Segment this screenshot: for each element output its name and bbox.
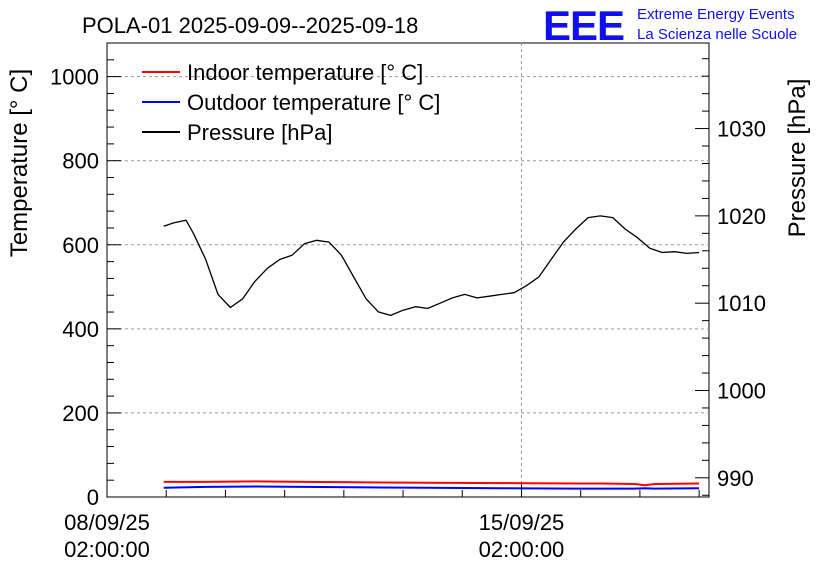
right-tick-label: 1000: [717, 378, 766, 403]
indoor-temperature-line: [163, 480, 700, 487]
legend: Indoor temperature [° C] Outdoor tempera…: [142, 60, 440, 145]
outdoor-temperature-line: [163, 485, 700, 490]
x-tick-label-date: 15/09/25: [479, 510, 565, 535]
left-tick-label: 0: [87, 485, 99, 510]
right-axis-title: Pressure [hPa]: [784, 79, 811, 238]
right-tick-label: 990: [717, 466, 754, 491]
left-tick-label: 600: [62, 233, 99, 258]
eee-logo-mark: EEE: [543, 2, 624, 49]
left-tick-label: 1000: [50, 65, 99, 90]
eee-logo-line2: La Scienza nelle Scuole: [637, 26, 797, 43]
right-tick-label: 1020: [717, 204, 766, 229]
x-tick-label-time: 02:00:00: [64, 537, 150, 562]
eee-logo-line1: Extreme Energy Events: [637, 6, 795, 23]
eee-logo: EEE Extreme Energy Events La Scienza nel…: [543, 2, 797, 49]
right-tick-label: 1010: [717, 291, 766, 316]
series-layer: [163, 215, 700, 490]
pressure-line: [163, 215, 700, 317]
left-tick-label: 400: [62, 317, 99, 342]
grid-lines: [107, 43, 709, 497]
legend-outdoor-label: Outdoor temperature [° C]: [187, 90, 440, 115]
plot-frame: [106, 42, 710, 498]
left-axis: 0 200 400 600 800 1000: [50, 42, 121, 510]
right-tick-label: 1030: [717, 117, 766, 142]
x-tick-label-date: 08/09/25: [64, 510, 150, 535]
left-tick-label: 200: [62, 401, 99, 426]
right-axis: 990 1000 1010 1020 1030: [695, 58, 766, 496]
left-axis-title: Temperature [° C]: [6, 69, 33, 257]
left-tick-label: 800: [62, 149, 99, 174]
legend-indoor-label: Indoor temperature [° C]: [187, 60, 423, 85]
x-tick-label-time: 02:00:00: [479, 537, 565, 562]
chart-title: POLA-01 2025-09-09--2025-09-18: [82, 13, 418, 38]
legend-pressure-label: Pressure [hPa]: [187, 120, 333, 145]
